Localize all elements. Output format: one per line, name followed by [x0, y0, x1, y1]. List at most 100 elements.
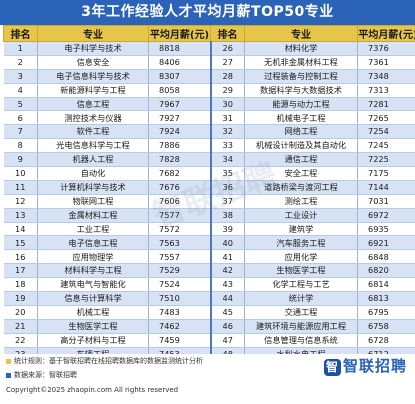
- salary-cell: 8818: [148, 41, 211, 56]
- rank-cell: 26: [209, 41, 245, 56]
- salary-cell: 7361: [357, 55, 415, 70]
- salary-cell: 7144: [357, 180, 415, 195]
- copyright: Copyright©2025 zhaopin.com All rights re…: [6, 386, 179, 394]
- rank-cell: 21: [3, 319, 38, 334]
- table-row: 19 信息与计算科学 7510 44 统计学 6813: [3, 291, 415, 306]
- rank-cell: 30: [209, 97, 245, 112]
- table-row: 18 建筑电气与智能化 7524 43 化学工程与工艺 6814: [3, 277, 415, 293]
- major-cell: 生物医学工程: [244, 263, 358, 279]
- salary-cell: 7676: [148, 180, 211, 195]
- major-cell: 道路桥梁与渡河工程: [244, 180, 358, 195]
- rank-cell: 34: [209, 152, 245, 168]
- rank-cell: 39: [209, 222, 245, 237]
- table-row: 4 新能源科学与工程 8058 29 数据科学与大数据技术 7313: [3, 83, 415, 98]
- table-row: 7 软件工程 7924 32 网络工程 7254: [3, 124, 415, 140]
- table-row: 10 自动化 7682 35 安全工程 7175: [3, 166, 415, 181]
- salary-cell: 6820: [357, 263, 415, 279]
- rank-cell: 33: [209, 138, 245, 154]
- salary-cell: 7967: [148, 97, 211, 112]
- salary-cell: 7524: [148, 277, 211, 293]
- rank-cell: 9: [3, 152, 38, 168]
- rank-cell: 4: [3, 83, 38, 98]
- yellow-square-icon: [6, 358, 11, 364]
- major-cell: 信息管理与信息系统: [244, 333, 358, 348]
- salary-cell: 7265: [357, 110, 415, 126]
- salary-cell: 7927: [148, 110, 211, 126]
- salary-cell: 7225: [357, 152, 415, 168]
- major-cell: 通信工程: [244, 152, 358, 168]
- salary-cell: 7606: [148, 194, 211, 209]
- rank-cell: 6: [3, 110, 38, 126]
- salary-cell: 7462: [148, 319, 211, 334]
- rank-cell: 16: [3, 249, 38, 265]
- major-cell: 数据科学与大数据技术: [244, 83, 358, 98]
- major-cell: 汽车服务工程: [244, 235, 358, 251]
- rank-cell: 37: [209, 194, 245, 209]
- major-cell: 安全工程: [244, 166, 358, 181]
- salary-cell: 7459: [148, 333, 211, 348]
- major-cell: 生物医学工程: [37, 319, 149, 334]
- table-row: 2 信息安全 8406 27 无机非金属材料工程 7361: [3, 55, 415, 70]
- salary-cell: 6795: [357, 305, 415, 320]
- rank-cell: 40: [209, 235, 245, 251]
- major-cell: 光电信息科学与工程: [37, 138, 149, 154]
- rank-cell: 42: [209, 263, 245, 279]
- salary-cell: 7924: [148, 124, 211, 140]
- salary-cell: 6813: [357, 291, 415, 306]
- table-row: 11 计算机科学与技术 7676 36 道路桥梁与渡河工程 7144: [3, 180, 415, 195]
- major-cell: 信息与计算科学: [37, 291, 149, 306]
- rank-cell: 45: [209, 305, 245, 320]
- salary-cell: 6848: [357, 249, 415, 265]
- salary-cell: 7313: [357, 83, 415, 98]
- rank-cell: 3: [3, 69, 38, 84]
- table-row: 17 材料科学与工程 7529 42 生物医学工程 6820: [3, 263, 415, 279]
- major-cell: 机械工程: [37, 305, 149, 320]
- salary-cell: 7281: [357, 97, 415, 112]
- rank-cell: 41: [209, 249, 245, 265]
- salary-cell: 6728: [357, 333, 415, 348]
- salary-cell: 7483: [148, 305, 211, 320]
- rank-cell: 14: [3, 222, 38, 237]
- major-cell: 新能源科学与工程: [37, 83, 149, 98]
- salary-cell: 7886: [148, 138, 211, 154]
- major-cell: 建筑学: [244, 222, 358, 237]
- table-row: 1 电子科学与技术 8818 26 材料化学 7376: [3, 41, 415, 56]
- blue-square-icon: [6, 372, 11, 378]
- rank-cell: 22: [3, 333, 38, 348]
- header-major-2: 专业: [244, 25, 358, 42]
- major-cell: 测绘工程: [244, 194, 358, 209]
- footer: [0, 354, 415, 404]
- salary-cell: 7245: [357, 138, 415, 154]
- salary-cell: 7572: [148, 222, 211, 237]
- major-cell: 能源与动力工程: [244, 97, 358, 112]
- header-rank-2: 排名: [210, 25, 245, 42]
- salary-cell: 6935: [357, 222, 415, 237]
- rank-cell: 7: [3, 124, 38, 140]
- major-cell: 信息安全: [37, 55, 149, 70]
- rank-cell: 47: [209, 333, 245, 348]
- salary-cell: 8406: [148, 55, 211, 70]
- major-cell: 统计学: [244, 291, 358, 306]
- salary-cell: 7031: [357, 194, 415, 209]
- major-cell: 计算机科学与技术: [37, 180, 149, 195]
- salary-cell: 7175: [357, 166, 415, 181]
- salary-cell: 7376: [357, 41, 415, 56]
- rank-cell: 19: [3, 291, 38, 306]
- footnote-source: 数据来源：智联招聘: [6, 370, 77, 380]
- major-cell: 电子信息工程: [37, 235, 149, 251]
- major-cell: 机械设计制造及其自动化: [244, 138, 358, 154]
- salary-cell: 7577: [148, 208, 211, 223]
- rank-cell: 2: [3, 55, 38, 70]
- rank-cell: 32: [209, 124, 245, 140]
- table-row: 16 应用物理学 7557 41 应用化学 6848: [3, 249, 415, 265]
- rank-cell: 18: [3, 277, 38, 293]
- major-cell: 建筑电气与智能化: [37, 277, 149, 293]
- major-cell: 化学工程与工艺: [244, 277, 358, 293]
- logo-text: 智联招聘: [342, 357, 407, 375]
- table-row: 20 机械工程 7483 45 交通工程 6795: [3, 305, 415, 320]
- major-cell: 交通工程: [244, 305, 358, 320]
- rank-cell: 13: [3, 208, 38, 223]
- salary-cell: 7529: [148, 263, 211, 279]
- footnote-rule: 统计规则：基于智联招聘在线招聘数据库的数据监测统计分析: [6, 356, 203, 366]
- table-row: 12 物联网工程 7606 37 测绘工程 7031: [3, 194, 415, 209]
